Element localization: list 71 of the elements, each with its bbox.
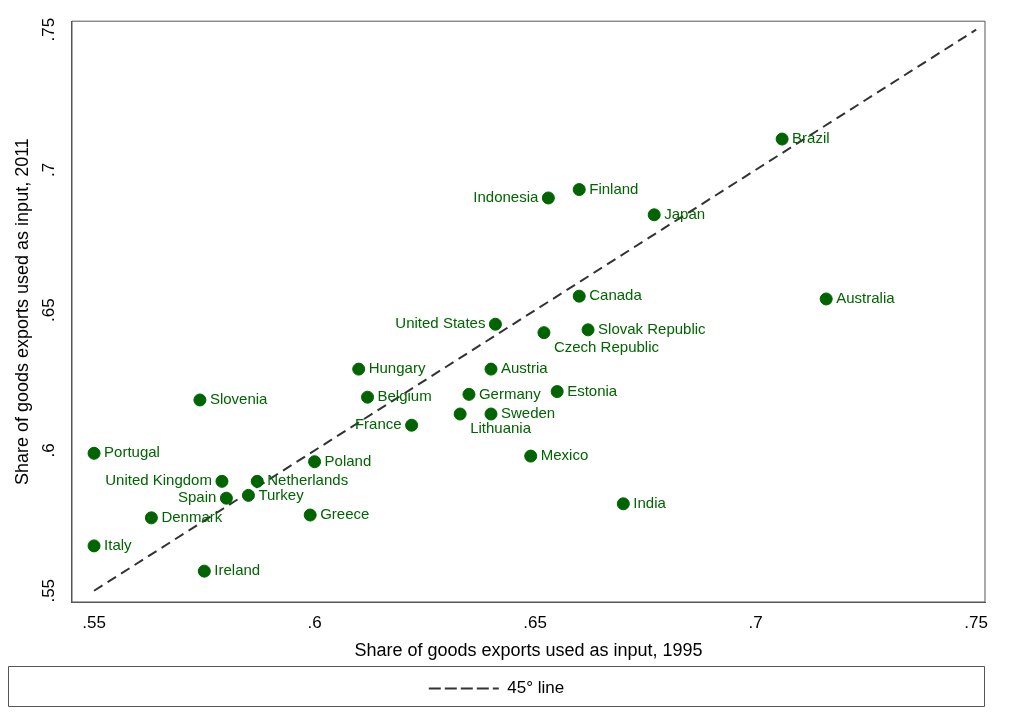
data-label: Ireland: [214, 561, 261, 579]
point: [361, 390, 375, 404]
data-label: Hungary: [368, 359, 426, 377]
point: [405, 418, 419, 432]
y-tick-label: .75: [38, 17, 58, 42]
y-tick-label: .6: [38, 443, 58, 458]
data-label: Czech Republic: [553, 337, 660, 355]
data-label: Mexico: [540, 446, 589, 464]
point: [219, 491, 233, 505]
data-label: Sweden: [501, 404, 556, 422]
point: [541, 191, 555, 205]
data-label: Estonia: [567, 381, 618, 399]
data-label: Greece: [320, 505, 370, 523]
point: [484, 362, 498, 376]
data-label: Austria: [501, 359, 549, 377]
y-axis-title: Share of goods exports used as input, 2011: [11, 138, 32, 486]
point: [193, 393, 207, 407]
data-label: Denmark: [161, 507, 223, 525]
data-label: Poland: [324, 451, 372, 469]
x-axis-title: Share of goods exports used as input, 1995: [354, 640, 703, 661]
x-tick-label: .75: [964, 612, 988, 632]
x-tick-label: .6: [307, 612, 322, 632]
data-label: United Kingdom: [105, 471, 212, 489]
point: [537, 326, 551, 340]
data-label: Lithuania: [470, 419, 532, 437]
point: [215, 474, 229, 488]
data-label: Indonesia: [473, 188, 539, 206]
data-label: India: [633, 493, 667, 511]
data-label: Japan: [664, 204, 706, 222]
data-label: United States: [395, 314, 486, 332]
data-label: Portugal: [104, 443, 160, 461]
point: [581, 323, 595, 337]
data-label: Australia: [836, 289, 896, 307]
point: [775, 132, 789, 146]
point: [524, 449, 538, 463]
data-label: Brazil: [792, 129, 830, 147]
data-label: Slovak Republic: [598, 319, 707, 337]
y-tick-label: .7: [38, 162, 58, 177]
point: [303, 508, 317, 522]
point: [572, 183, 586, 197]
data-label: Finland: [589, 179, 639, 197]
data-label: France: [354, 415, 402, 433]
point: [484, 407, 498, 421]
data-label: Spain: [178, 488, 217, 506]
data-label: Canada: [589, 286, 643, 304]
point: [647, 208, 661, 222]
point: [87, 539, 101, 553]
data-label: Belgium: [377, 387, 432, 405]
point: [462, 387, 476, 401]
point: [819, 292, 833, 306]
data-label: Slovenia: [209, 390, 269, 408]
point: [453, 407, 467, 421]
point: [572, 289, 586, 303]
point: [250, 474, 264, 488]
legend-label: 45° line: [507, 678, 565, 698]
point: [550, 385, 564, 399]
point: [197, 564, 211, 578]
y-tick-label: .55: [38, 578, 58, 603]
x-tick-label: .55: [82, 612, 106, 632]
x-tick-label: .7: [748, 612, 763, 632]
data-label: Germany: [478, 384, 542, 402]
point: [241, 488, 255, 502]
point: [616, 497, 630, 511]
point: [308, 455, 322, 469]
point: [144, 511, 158, 525]
data-label: Italy: [104, 536, 133, 554]
point: [87, 446, 101, 460]
point: [488, 317, 502, 331]
x-tick-label: .65: [523, 612, 547, 632]
y-tick-label: .65: [38, 298, 58, 323]
point: [352, 362, 366, 376]
